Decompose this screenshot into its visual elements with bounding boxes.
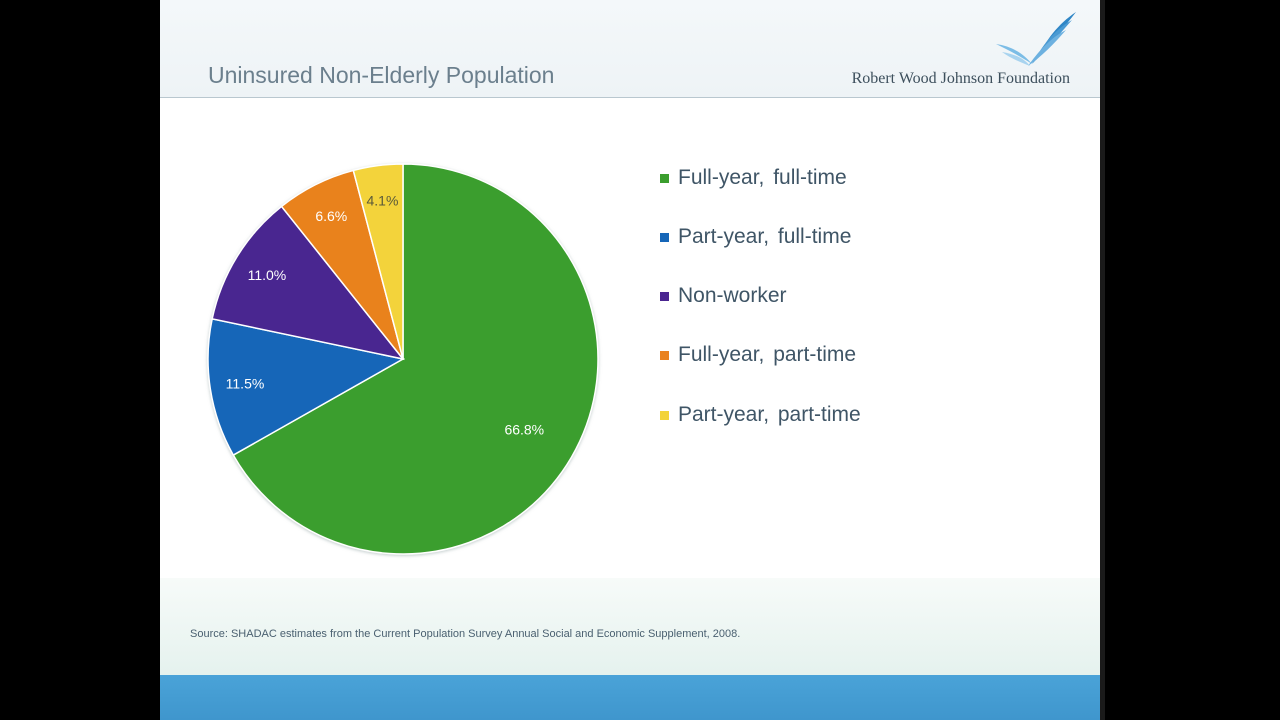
legend-label-part-year-full-time: Part-year, full-time xyxy=(678,225,852,248)
pie-slice-part-year-full-time xyxy=(207,317,406,457)
rwjf-logo-icon xyxy=(996,12,1076,66)
pie-slice-non-worker xyxy=(211,205,405,361)
legend-item-part-year-full-time: Part-year, full-time xyxy=(660,222,851,252)
slide-header: Uninsured Non-Elderly Population Robert … xyxy=(160,0,1100,98)
slide: Uninsured Non-Elderly Population Robert … xyxy=(160,0,1100,720)
legend-label-non-worker: Non-worker xyxy=(678,284,787,307)
pie-slice-part-year-part-time xyxy=(352,163,404,360)
legend-label-full-year-full-time: Full-year, full-time xyxy=(678,166,847,189)
pie-slice-full-year-full-time xyxy=(232,163,599,555)
pie-label-part-year-part-time: 4.1% xyxy=(367,192,399,208)
right-edge-strip xyxy=(1100,0,1105,720)
legend-label-part-year-part-time: Part-year, part-time xyxy=(678,403,861,426)
legend-swatch-full-year-full-time xyxy=(660,173,669,183)
pie-label-full-year-full-time: 66.8% xyxy=(504,422,544,438)
legend-item-non-worker: Non-worker xyxy=(660,281,787,311)
pie-label-non-worker: 11.0% xyxy=(248,267,287,283)
slide-title: Uninsured Non-Elderly Population xyxy=(208,62,555,88)
pie-label-full-year-part-time: 6.6% xyxy=(315,208,347,224)
legend-swatch-full-year-part-time xyxy=(660,350,669,360)
legend-item-full-year-full-time: Full-year, full-time xyxy=(660,163,847,193)
legend-label-full-year-part-time: Full-year, part-time xyxy=(678,343,857,366)
bottom-bar xyxy=(160,675,1100,720)
pie-chart: 66.8% 11.5% 11.0% 6.6% 4.1% xyxy=(207,163,599,555)
legend-swatch-part-year-full-time xyxy=(660,232,669,242)
legend-swatch-non-worker xyxy=(660,291,669,301)
legend-item-part-year-part-time: Part-year, part-time xyxy=(660,400,861,430)
legend-swatch-part-year-part-time xyxy=(660,410,669,420)
logo-text: Robert Wood Johnson Foundation xyxy=(851,70,1070,87)
pie-label-part-year-full-time: 11.5% xyxy=(226,376,265,392)
footer-band xyxy=(160,578,1100,675)
legend-item-full-year-part-time: Full-year, part-time xyxy=(660,340,856,370)
source-note: Source: SHADAC estimates from the Curren… xyxy=(190,628,741,640)
